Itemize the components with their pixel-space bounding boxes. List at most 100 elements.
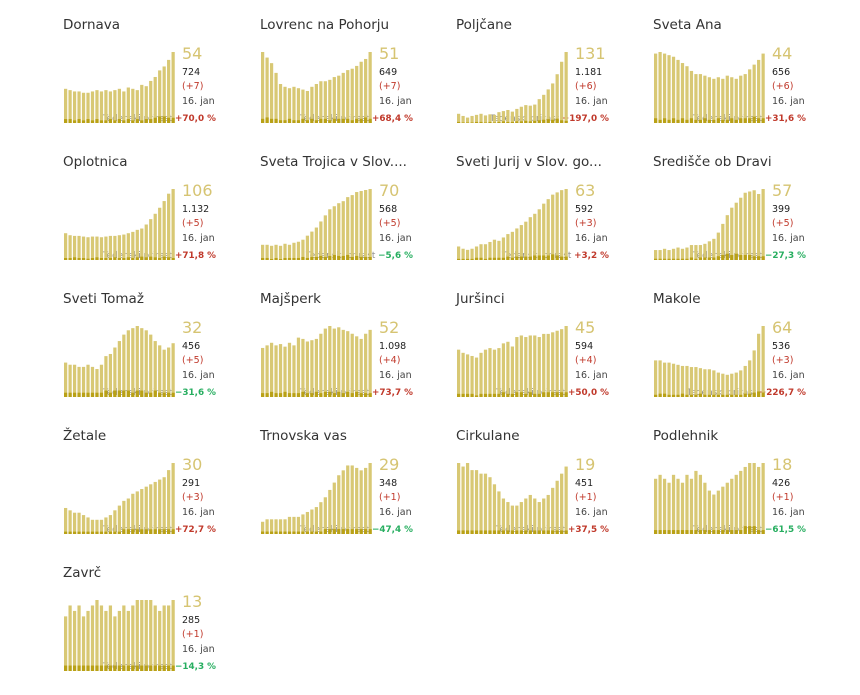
chart-card: Trnovska vas 29 348 (+1) 16. jan Tedenski pri… [260, 428, 440, 558]
active-bar [305, 235, 310, 260]
new-cases-bar [99, 120, 104, 123]
weekly-growth-value: +73,7 % [372, 388, 413, 398]
new-cases-bar [488, 257, 492, 260]
active-bar [461, 352, 465, 397]
new-cases-bar [510, 530, 514, 534]
new-cases-bar [346, 529, 350, 534]
active-bar [126, 233, 130, 260]
active-bar [739, 197, 743, 260]
new-cases-bar [64, 257, 68, 260]
active-bar [310, 509, 314, 534]
bar-chart [64, 600, 175, 671]
new-cases-bar [457, 121, 461, 123]
active-bar [153, 213, 157, 260]
new-cases-bar [292, 120, 296, 123]
active-bar [301, 338, 305, 397]
active-bar [86, 517, 90, 534]
active-bar [135, 491, 139, 534]
chart-card: Žetale 30 291 (+3) 16. jan Tedenski prirast +… [63, 428, 243, 558]
date-label: 16. jan [182, 96, 215, 107]
new-cases-bar [265, 531, 269, 534]
active-bar [474, 246, 479, 260]
new-cases-bar [158, 665, 162, 671]
active-bar [287, 244, 292, 260]
new-cases-bar [135, 257, 139, 260]
active-bar [350, 195, 354, 260]
new-cases-bar [528, 530, 532, 534]
active-bar [519, 502, 523, 534]
active-bar [703, 369, 707, 397]
new-cases-bar [492, 122, 497, 123]
active-bar [171, 463, 175, 534]
active-bar [131, 605, 135, 671]
new-cases-bar [77, 392, 81, 397]
active-bar [546, 494, 550, 534]
active-bar [564, 326, 568, 397]
active-bar [162, 605, 166, 671]
new-cases-bar [510, 121, 514, 123]
active-bar [470, 248, 474, 260]
new-cases-bar [524, 256, 528, 260]
active-bar [117, 88, 121, 123]
active-bar [117, 235, 121, 260]
new-cases-bar [171, 392, 175, 397]
chart-card: Sveta Ana 44 656 (+6) 16. jan Tedenski priras… [653, 17, 833, 147]
active-bar [716, 490, 720, 534]
new-cases-bar [292, 257, 296, 260]
active-bar [77, 512, 81, 534]
active-bar [86, 610, 90, 671]
active-bar [149, 80, 153, 123]
active-bar [689, 70, 694, 123]
active-bar [712, 370, 716, 397]
active-bar [113, 90, 117, 123]
active-bar [283, 519, 287, 534]
new-cases-bar [479, 121, 483, 123]
active-bar [126, 610, 130, 671]
new-cases-bar [519, 392, 523, 397]
bar-chart [64, 463, 175, 534]
active-bar [99, 605, 104, 671]
active-bar [149, 334, 153, 397]
new-cases-bar [725, 119, 729, 123]
active-bar [99, 237, 104, 260]
active-bar [261, 52, 265, 123]
active-bar [739, 75, 743, 123]
active-bar [131, 88, 135, 123]
active-bar [506, 341, 510, 397]
new-cases-bar [77, 119, 81, 123]
date-label: 16. jan [379, 233, 412, 244]
active-bar [528, 494, 532, 534]
new-cases-bar [757, 530, 761, 534]
new-cases-bar [310, 118, 314, 123]
active-bar [368, 463, 372, 534]
new-cases-bar [296, 393, 301, 397]
new-cases-bar [167, 665, 171, 671]
active-bar [122, 605, 126, 671]
new-cases-bar [716, 256, 720, 260]
new-cases-bar [323, 118, 327, 123]
active-bar [131, 231, 135, 260]
new-cases-bar [319, 255, 323, 260]
new-cases-bar [292, 531, 296, 534]
new-cases-bar [274, 531, 278, 534]
active-bar [555, 330, 559, 397]
bar-chart [261, 189, 372, 260]
active-bar [519, 225, 523, 260]
new-cases-bar [140, 665, 144, 671]
active-bar [680, 482, 685, 534]
new-cases-bar [658, 258, 662, 260]
chart-card: Središče ob Dravi 57 399 (+5) 16. jan Tedensk… [653, 154, 833, 284]
new-cases-bar [140, 120, 144, 123]
daily-delta-value: (+7) [379, 81, 401, 92]
new-cases-bar [287, 118, 292, 123]
active-bar [99, 91, 104, 123]
new-cases-bar [81, 120, 86, 123]
new-cases-bar [305, 531, 310, 534]
new-cases-bar [167, 529, 171, 534]
municipality-name: Sveti Tomaž [63, 291, 144, 307]
new-cases-bar [269, 118, 274, 123]
daily-delta-value: (+6) [575, 81, 597, 92]
new-cases-bar [117, 665, 121, 671]
active-bar [162, 201, 166, 260]
active-bar [757, 59, 761, 123]
